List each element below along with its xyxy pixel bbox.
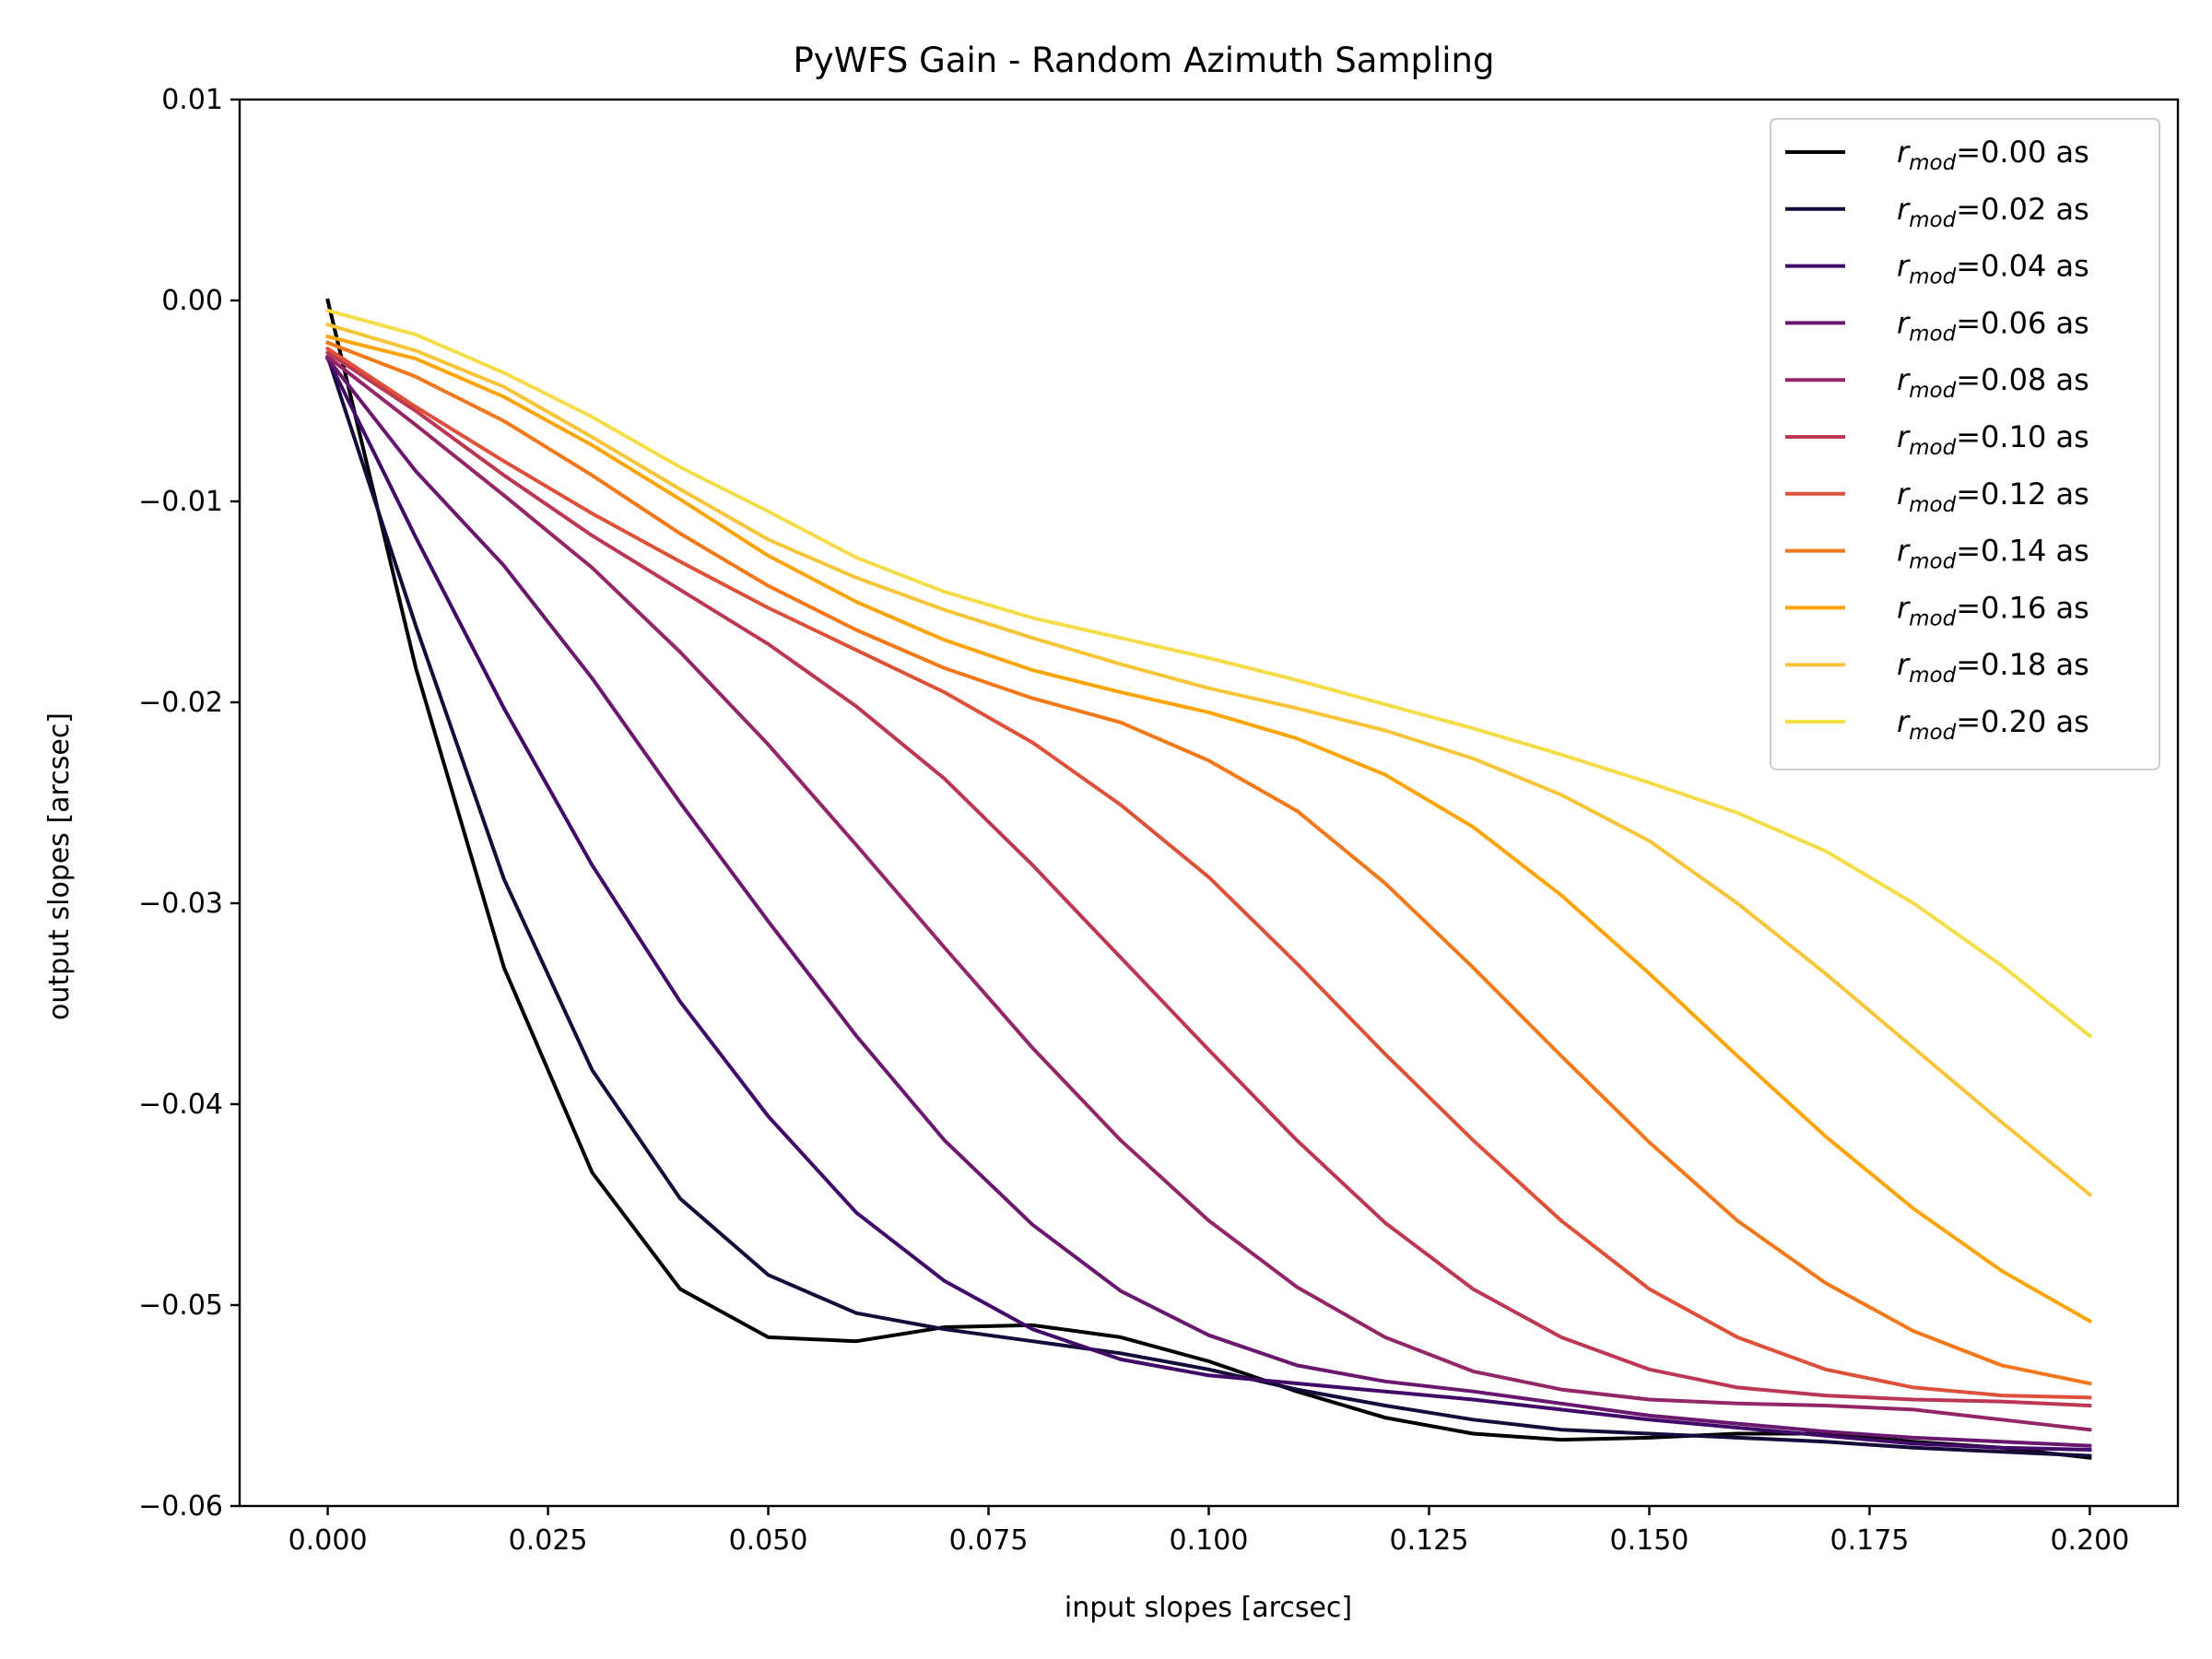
x-tick-label: 0.200 bbox=[2050, 1524, 2129, 1557]
legend-label: rmod=0.12 as bbox=[1897, 477, 2089, 517]
legend-label: rmod=0.00 as bbox=[1897, 135, 2089, 175]
series-line-7 bbox=[325, 340, 2092, 1386]
legend-item: rmod=0.16 as bbox=[1785, 590, 2089, 630]
y-tick-label: 0.00 bbox=[161, 285, 223, 317]
y-tick-label: 0.01 bbox=[161, 84, 223, 116]
series-lines bbox=[324, 298, 2093, 1460]
legend-box bbox=[1770, 118, 2160, 771]
y-tick-label: −0.06 bbox=[138, 1490, 223, 1523]
x-axis-ticks: 0.000 0.025 0.050 0.075 0.100 0.125 0.150 0.175… bbox=[288, 1506, 2129, 1557]
series-line-9 bbox=[325, 322, 2093, 1197]
legend-item: rmod=0.18 as bbox=[1785, 647, 2089, 688]
x-tick-label: 0.050 bbox=[729, 1524, 808, 1557]
plot-frame bbox=[238, 98, 2180, 1508]
legend-item: rmod=0.00 as bbox=[1785, 135, 2089, 175]
x-tick-label: 0.175 bbox=[1830, 1524, 1909, 1557]
series-line-5 bbox=[324, 349, 2092, 1408]
legend-label: rmod=0.04 as bbox=[1897, 249, 2089, 289]
series-line-6 bbox=[324, 346, 2092, 1400]
legend-item: rmod=0.08 as bbox=[1785, 362, 2089, 403]
y-tick-label: −0.05 bbox=[138, 1289, 223, 1322]
y-tick-label: −0.04 bbox=[138, 1088, 223, 1121]
y-tick-label: −0.02 bbox=[138, 687, 223, 719]
legend-label: rmod=0.20 as bbox=[1897, 704, 2089, 745]
legend-label: rmod=0.08 as bbox=[1897, 362, 2089, 403]
y-tick-label: −0.03 bbox=[138, 888, 223, 920]
y-tick-label: −0.01 bbox=[138, 486, 223, 518]
legend-label: rmod=0.06 as bbox=[1897, 305, 2089, 346]
series-line-1 bbox=[325, 354, 2092, 1458]
x-tick-label: 0.150 bbox=[1610, 1524, 1689, 1557]
x-tick-label: 0.000 bbox=[288, 1524, 368, 1557]
legend-item: rmod=0.10 as bbox=[1785, 419, 2089, 460]
x-axis-label: input slopes [arcsec] bbox=[1065, 1592, 1352, 1624]
y-axis-label: output slopes [arcsec] bbox=[43, 712, 76, 1020]
x-tick-label: 0.100 bbox=[1170, 1524, 1249, 1557]
series-line-4 bbox=[324, 354, 2092, 1432]
y-axis-ticks: 0.01 0.00 −0.01 −0.02 −0.03 −0.04 −0.05 −0.06 bbox=[138, 84, 240, 1523]
series-line-8 bbox=[325, 334, 2093, 1324]
legend-label: rmod=0.18 as bbox=[1897, 647, 2089, 688]
x-tick-label: 0.125 bbox=[1390, 1524, 1469, 1557]
x-tick-label: 0.025 bbox=[509, 1524, 588, 1557]
legend-item: rmod=0.06 as bbox=[1785, 305, 2089, 346]
legend-item: rmod=0.14 as bbox=[1785, 534, 2089, 574]
series-line-3 bbox=[324, 356, 2092, 1448]
legend: rmod=0.00 as rmod=0.02 as rmod=0.04 as rmod… bbox=[1770, 118, 2160, 771]
legend-label: rmod=0.10 as bbox=[1897, 419, 2089, 460]
series-line-2 bbox=[324, 356, 2092, 1453]
legend-label: rmod=0.14 as bbox=[1897, 534, 2089, 574]
legend-item: rmod=0.04 as bbox=[1785, 249, 2089, 289]
legend-item: rmod=0.20 as bbox=[1785, 704, 2089, 745]
legend-label: rmod=0.02 as bbox=[1897, 192, 2089, 232]
x-tick-label: 0.075 bbox=[949, 1524, 1029, 1557]
legend-label: rmod=0.16 as bbox=[1897, 590, 2089, 630]
series-line-10 bbox=[325, 308, 2093, 1039]
chart-title: PyWFS Gain - Random Azimuth Sampling bbox=[794, 41, 1495, 80]
legend-item: rmod=0.12 as bbox=[1785, 477, 2089, 517]
legend-item: rmod=0.02 as bbox=[1785, 192, 2089, 232]
